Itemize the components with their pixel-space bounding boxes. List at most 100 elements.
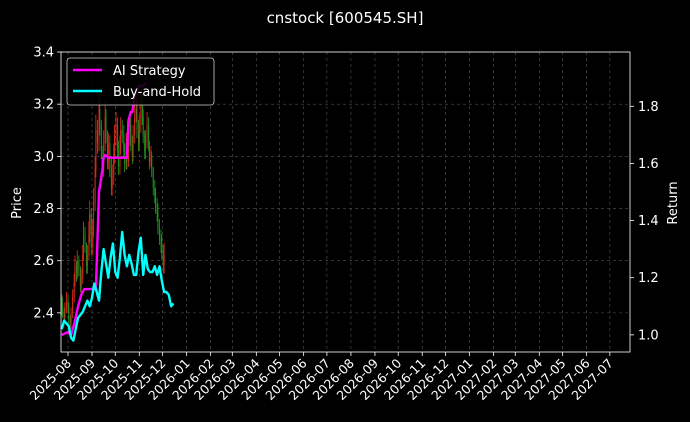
candle-body [162, 255, 164, 266]
candle-body [142, 117, 144, 136]
candle-body [130, 125, 132, 144]
legend-label-buy-and-hold: Buy-and-Hold [113, 85, 201, 100]
candle-body [107, 143, 109, 162]
left-tick-label: 3.0 [33, 150, 54, 165]
candle-body [78, 260, 80, 269]
candle-body [121, 130, 123, 136]
candle-body [89, 213, 91, 235]
left-tick-label: 3.2 [33, 98, 54, 113]
candle-body [93, 203, 95, 230]
candle-body [73, 281, 75, 298]
candle-body [80, 278, 82, 287]
candle-body [136, 109, 138, 131]
candle-body [68, 305, 70, 321]
candle-body [92, 229, 94, 248]
left-axis: 2.4 2.6 2.8 3.0 3.2 3.4 [33, 46, 61, 321]
legend-label-ai-strategy: AI Strategy [113, 64, 186, 79]
candle-body [111, 177, 113, 188]
candle-body [79, 268, 81, 287]
candle-body [163, 252, 165, 266]
candle-body [138, 125, 140, 144]
candle-body [152, 169, 154, 188]
legend: AI Strategy Buy-and-Hold [66, 57, 215, 106]
right-tick-label: 1.0 [638, 328, 659, 343]
candle-body [123, 135, 125, 152]
left-tick-label: 2.4 [33, 306, 54, 321]
candle-body [154, 187, 156, 196]
right-axis-label: Return [666, 181, 681, 224]
candle-body [105, 117, 107, 136]
left-axis-label: Price [10, 187, 25, 219]
candle-body [117, 125, 119, 152]
candle-body [148, 125, 150, 144]
candle-body [134, 117, 136, 136]
right-tick-label: 1.8 [638, 100, 659, 115]
candle-body [150, 156, 152, 162]
chart-title: cnstock [600545.SH] [267, 9, 424, 27]
candle-body [96, 130, 98, 144]
left-tick-label: 2.8 [33, 202, 54, 217]
candle-body [74, 265, 76, 282]
candle-body [157, 213, 159, 230]
candle-body [158, 229, 160, 240]
right-tick-label: 1.2 [638, 271, 659, 286]
candle-body [82, 255, 84, 279]
candle-body [100, 125, 102, 152]
candle-body [72, 297, 74, 313]
candle-body [151, 156, 153, 170]
candle-body [160, 239, 162, 246]
right-axis: 1.0 1.2 1.4 1.6 1.8 [630, 100, 659, 343]
candle-body [104, 117, 106, 144]
candle-body [67, 299, 69, 306]
candle-body [113, 135, 115, 157]
candle-body [94, 169, 96, 204]
series-line-buy-and-hold [60, 230, 175, 342]
series-lines [60, 82, 175, 342]
candle-body [146, 125, 148, 141]
candle-body [119, 145, 121, 167]
candle-body [144, 135, 146, 152]
candle-body [76, 265, 78, 274]
candle-body [127, 138, 129, 162]
candle-body [95, 130, 97, 170]
candle-body [107, 135, 109, 162]
candle-body [141, 104, 143, 118]
candle-body [64, 307, 66, 319]
candle-body [76, 260, 78, 274]
candle-body [138, 130, 140, 144]
candle-body [62, 302, 64, 313]
candle-body [110, 169, 112, 188]
candle-body [131, 143, 133, 157]
candle-body [61, 302, 63, 308]
candle-body [109, 143, 111, 170]
candle-body [69, 320, 71, 324]
candle-body [88, 234, 90, 256]
candle-body [84, 234, 86, 246]
right-tick-label: 1.4 [638, 214, 659, 229]
candle-body [117, 151, 119, 167]
candle-body [120, 130, 122, 146]
left-tick-label: 3.4 [33, 46, 54, 61]
candle-body [86, 245, 88, 266]
candle-body [135, 109, 137, 118]
candle-body [113, 156, 115, 178]
candle-body [99, 109, 101, 126]
candle-body [82, 234, 84, 256]
candle-body [98, 109, 100, 144]
candle-body [144, 140, 146, 152]
candle-body [129, 125, 131, 139]
plot-frame [60, 51, 631, 353]
right-tick-label: 1.6 [638, 157, 659, 172]
candle-body [90, 213, 92, 248]
candle-body [63, 312, 65, 319]
candle-body [155, 195, 157, 209]
candle-body [156, 208, 158, 214]
series-line-ai-strategy [61, 82, 147, 337]
candle-body [101, 151, 103, 170]
left-tick-label: 2.6 [33, 254, 54, 269]
candle-body [115, 125, 117, 136]
candle-body [148, 143, 150, 162]
candle-body [70, 312, 72, 324]
candle-body [161, 245, 163, 256]
